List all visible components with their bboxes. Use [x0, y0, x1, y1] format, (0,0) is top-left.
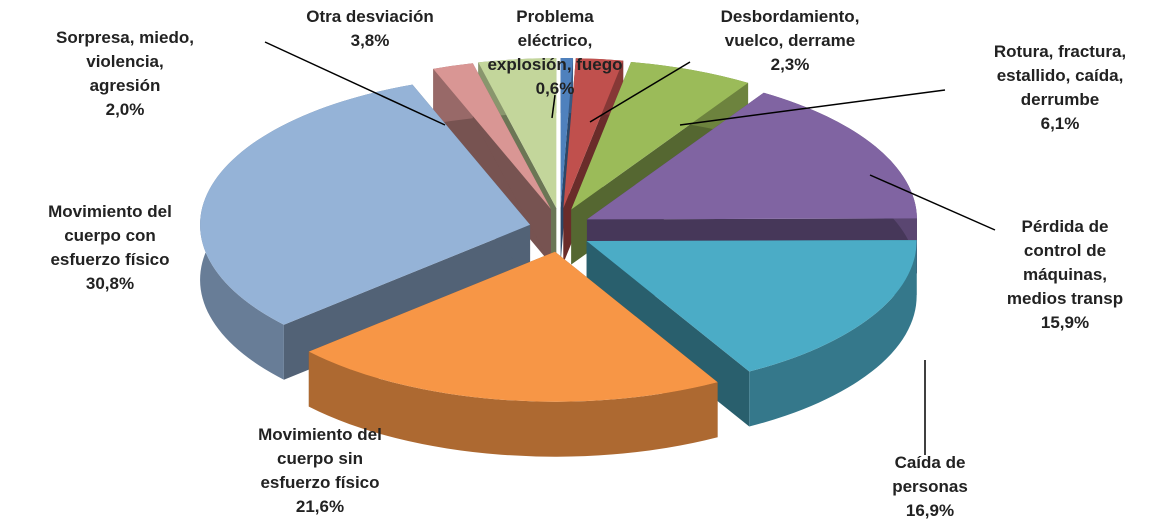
data-label: Pérdida de control de máquinas, medios tran…	[1007, 217, 1123, 308]
value-label: 2,3%	[771, 55, 810, 74]
data-label: Movimiento del cuerpo con esfuerzo físico	[48, 202, 172, 269]
slice	[560, 58, 574, 209]
data-label-line: eléctrico,	[518, 31, 593, 50]
data-label-line: Otra desviación	[306, 7, 434, 26]
data-label-line: cuerpo sin	[277, 449, 363, 468]
data-label: Desbordamiento, vuelco, derrame	[721, 7, 860, 50]
slice	[433, 63, 551, 209]
leader-line	[589, 61, 691, 123]
slice-side	[749, 240, 917, 427]
data-label-line: Movimiento del	[48, 202, 172, 221]
slice	[586, 92, 917, 220]
value-label: 16,9%	[906, 501, 954, 520]
data-label: Caída de personas	[892, 453, 968, 496]
data-label-line: explosión, fuego	[487, 55, 622, 74]
value-label: 2,0%	[106, 100, 145, 119]
slice	[200, 84, 531, 325]
data-label-line: Sorpresa, miedo,	[56, 28, 194, 47]
value-label: 3,8%	[351, 31, 390, 50]
slice	[478, 58, 557, 209]
slice	[571, 62, 749, 210]
data-label-line: esfuerzo físico	[50, 250, 169, 269]
data-label: Rotura, fractura, estallido, caída, derrum…	[994, 42, 1126, 109]
slice	[586, 240, 917, 372]
data-label-line: Problema	[516, 7, 594, 26]
slice	[308, 251, 718, 402]
data-label-line: Rotura, fractura,	[994, 42, 1126, 61]
slice-side	[308, 351, 718, 457]
leader-line	[264, 41, 446, 126]
data-label-line: derrumbe	[1021, 90, 1099, 109]
data-label-line: máquinas,	[1023, 265, 1107, 284]
value-label: 6,1%	[1041, 114, 1080, 133]
leader-line	[869, 174, 996, 231]
data-label-line: Pérdida de	[1022, 217, 1109, 236]
data-label-line: vuelco, derrame	[725, 31, 855, 50]
data-label-line: Desbordamiento,	[721, 7, 860, 26]
data-label-line: Caída de	[895, 453, 966, 472]
data-label-line: esfuerzo físico	[260, 473, 379, 492]
data-label-line: medios transp	[1007, 289, 1123, 308]
data-label: Movimiento del cuerpo sin esfuerzo físico	[258, 425, 382, 492]
slice	[563, 58, 624, 209]
data-label: Otra desviación	[306, 7, 434, 26]
leader-line	[679, 89, 946, 126]
data-label: Problema eléctrico, explosión, fuego	[487, 7, 622, 74]
data-label-line: personas	[892, 477, 968, 496]
value-label: 0,6%	[536, 79, 575, 98]
leader-line	[551, 94, 556, 119]
value-label: 21,6%	[296, 497, 344, 516]
data-label-line: Movimiento del	[258, 425, 382, 444]
data-label: Sorpresa, miedo, violencia, agresión	[56, 28, 194, 95]
data-label-line: control de	[1024, 241, 1106, 260]
value-label: 15,9%	[1041, 313, 1089, 332]
data-label-line: violencia,	[86, 52, 163, 71]
value-label: 30,8%	[86, 274, 134, 293]
data-label-line: estallido, caída,	[997, 66, 1124, 85]
slice-group	[308, 251, 718, 457]
data-label-line: agresión	[90, 76, 161, 95]
data-label-line: cuerpo con	[64, 226, 156, 245]
